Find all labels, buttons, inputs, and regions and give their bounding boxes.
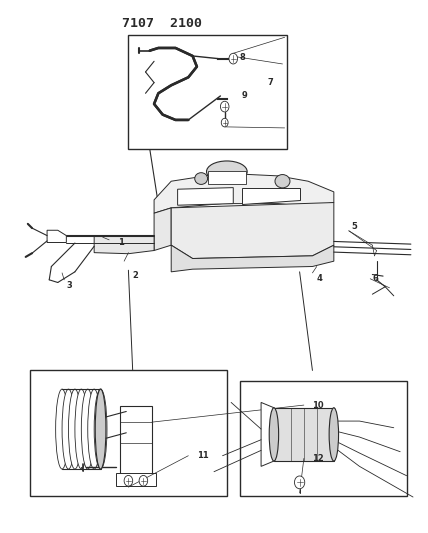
Polygon shape: [94, 236, 154, 254]
Ellipse shape: [95, 389, 106, 469]
Ellipse shape: [81, 389, 94, 469]
Text: 3: 3: [66, 281, 72, 289]
Ellipse shape: [269, 408, 279, 461]
Bar: [274, 408, 334, 461]
Ellipse shape: [206, 161, 247, 182]
Bar: [116, 473, 156, 486]
Text: 1: 1: [118, 238, 124, 247]
Text: 9: 9: [242, 92, 247, 100]
Text: 10: 10: [312, 401, 324, 409]
Circle shape: [221, 118, 228, 127]
Ellipse shape: [56, 389, 68, 469]
Text: 12: 12: [312, 454, 324, 463]
Circle shape: [229, 53, 238, 64]
Circle shape: [294, 476, 305, 489]
Polygon shape: [178, 188, 233, 205]
Ellipse shape: [329, 408, 339, 461]
Ellipse shape: [68, 389, 81, 469]
Bar: [120, 406, 152, 475]
Text: 8: 8: [240, 53, 245, 62]
Text: 11: 11: [197, 451, 208, 460]
Polygon shape: [242, 188, 300, 204]
Polygon shape: [154, 173, 334, 213]
Ellipse shape: [275, 174, 290, 188]
Circle shape: [124, 475, 133, 486]
Text: 7: 7: [268, 78, 273, 87]
Circle shape: [220, 101, 229, 112]
Bar: [240, 381, 407, 496]
Polygon shape: [47, 230, 66, 243]
Ellipse shape: [88, 389, 101, 469]
Text: 4: 4: [317, 274, 323, 283]
Ellipse shape: [75, 389, 88, 469]
Text: 6: 6: [372, 274, 378, 283]
Text: 5: 5: [351, 222, 357, 231]
Polygon shape: [171, 203, 334, 259]
Bar: [30, 370, 227, 496]
Ellipse shape: [62, 389, 75, 469]
Polygon shape: [261, 402, 274, 466]
Ellipse shape: [195, 173, 208, 184]
Text: 7107  2100: 7107 2100: [122, 17, 202, 30]
Ellipse shape: [94, 389, 107, 469]
Bar: [128, 35, 287, 149]
Text: 2: 2: [133, 271, 139, 280]
Bar: [208, 171, 246, 184]
Circle shape: [139, 475, 148, 486]
Polygon shape: [171, 245, 334, 272]
Polygon shape: [154, 208, 171, 251]
